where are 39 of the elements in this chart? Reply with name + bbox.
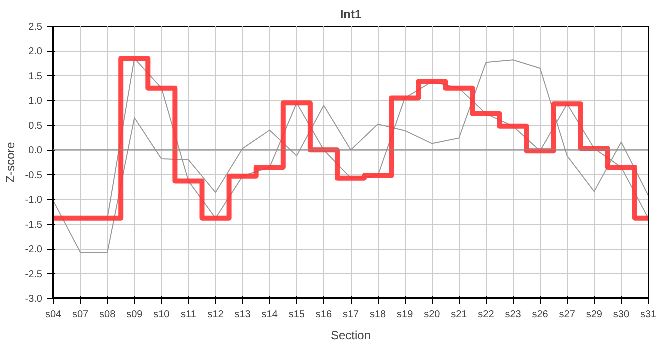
y-tick-label: 2.5 (28, 22, 43, 33)
x-tick-label: s18 (370, 310, 387, 320)
y-tick-label: -2.5 (25, 269, 43, 280)
line-series (54, 60, 648, 254)
y-tick-label: -1.0 (25, 195, 43, 206)
x-tick-label: s21 (451, 310, 468, 320)
x-tick-label: s30 (613, 310, 630, 320)
y-tick-label: -3.0 (25, 294, 43, 305)
x-tick-label: s31 (640, 310, 657, 320)
x-tick-label: s12 (208, 310, 224, 320)
x-tick-label: s13 (234, 310, 252, 320)
x-tick-label: s16 (316, 310, 332, 320)
x-tick-label: s14 (262, 310, 278, 320)
y-tick-label: 0.0 (28, 146, 43, 157)
x-tick-label: s17 (342, 310, 360, 320)
x-axis-title: Section (330, 328, 372, 342)
y-tick-label: 1.5 (28, 71, 43, 82)
x-tick-label: s22 (478, 310, 495, 320)
y-tick-label: 1.0 (28, 96, 43, 108)
x-tick-label: s08 (100, 310, 116, 320)
y-tick-label: 2.0 (28, 46, 43, 58)
x-tick-label: s19 (397, 310, 414, 320)
x-tick-label: s07 (72, 310, 90, 320)
x-tick-label: s04 (45, 310, 62, 320)
y-tick-label: -0.5 (25, 170, 43, 182)
y-tick-label: -2.0 (25, 244, 43, 256)
chart-title: Int1 (340, 8, 362, 22)
x-tick-label: s26 (532, 310, 549, 320)
x-tick-label: s11 (181, 310, 197, 320)
x-tick-label: s20 (424, 310, 441, 320)
x-tick-label: s29 (586, 310, 603, 320)
x-tick-label: s10 (154, 310, 170, 320)
y-axis-title: Z-score (3, 142, 18, 183)
y-tick-label: -1.5 (25, 220, 43, 231)
x-tick-label: s27 (559, 310, 576, 320)
x-tick-label: s09 (126, 310, 144, 320)
x-tick-label: s23 (505, 310, 522, 320)
y-tick-label: 0.5 (28, 120, 43, 132)
x-tick-label: s15 (288, 310, 306, 320)
